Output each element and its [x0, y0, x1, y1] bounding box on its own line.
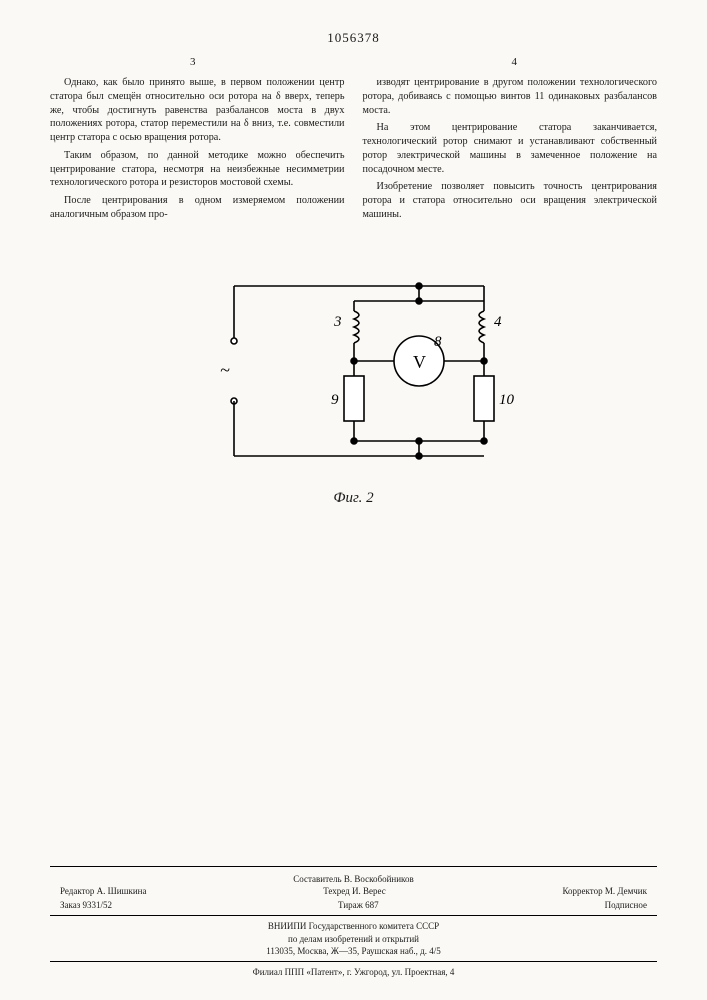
- publisher-line-1: ВНИИПИ Государственного комитета СССР: [50, 920, 657, 932]
- label-9: 9: [331, 392, 339, 408]
- document-number: 1056378: [50, 30, 657, 46]
- text-columns: Однако, как было принято выше, в первом …: [50, 76, 657, 226]
- credits-row-1: Редактор А. Шишкина Техред И. Верес Корр…: [50, 885, 657, 899]
- left-col-number: 3: [190, 56, 196, 68]
- figure-2: ~ 3 4 8 V 9 10: [50, 256, 657, 486]
- label-4: 4: [494, 314, 502, 330]
- corrector: Корректор М. Демчик: [562, 885, 647, 897]
- publisher-line-3: 113035, Москва, Ж—35, Раушская наб., д. …: [50, 945, 657, 957]
- subscription: Подписное: [605, 899, 647, 911]
- paragraph: Однако, как было принято выше, в первом …: [50, 76, 345, 145]
- paragraph: После центрирования в одном измеряемом п…: [50, 194, 345, 222]
- label-10: 10: [499, 392, 515, 408]
- compiler-line: Составитель В. Воскобойников: [50, 873, 657, 885]
- paragraph: Таким образом, по данной методике можно …: [50, 149, 345, 190]
- paragraph: изводят центрирование в другом положении…: [363, 76, 658, 117]
- order-number: Заказ 9331/52: [60, 899, 112, 911]
- editor: Редактор А. Шишкина: [60, 885, 146, 897]
- publisher-line-2: по делам изобретений и открытий: [50, 933, 657, 945]
- label-3: 3: [333, 314, 342, 330]
- circuit-diagram: ~ 3 4 8 V 9 10: [184, 256, 524, 486]
- branch-line: Филиал ППП «Патент», г. Ужгород, ул. Про…: [50, 961, 657, 978]
- credits-row-2: Заказ 9331/52 Тираж 687 Подписное: [50, 899, 657, 916]
- techred: Техред И. Верес: [323, 885, 385, 897]
- label-8: 8: [434, 334, 442, 350]
- paragraph: На этом центрирование статора заканчивае…: [363, 121, 658, 176]
- left-column: Однако, как было принято выше, в первом …: [50, 76, 345, 226]
- imprint-footer: Составитель В. Воскобойников Редактор А.…: [50, 866, 657, 978]
- paragraph: Изобретение позволяет повысить точность …: [363, 180, 658, 221]
- figure-caption: Фиг. 2: [50, 490, 657, 507]
- voltmeter-v: V: [413, 352, 426, 372]
- tirage: Тираж 687: [338, 899, 379, 911]
- right-col-number: 4: [512, 56, 518, 68]
- right-column: изводят центрирование в другом положении…: [363, 76, 658, 226]
- svg-text:~: ~: [220, 360, 230, 380]
- column-page-numbers: 3 4: [50, 56, 657, 70]
- page: 1056378 3 4 Однако, как было принято выш…: [0, 0, 707, 1000]
